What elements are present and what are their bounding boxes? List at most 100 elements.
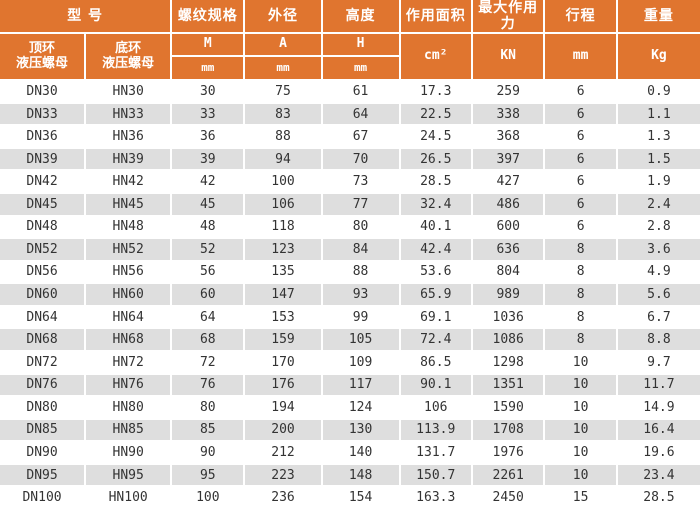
- cell: 56: [172, 261, 244, 283]
- header-weight: 重量: [617, 0, 700, 33]
- cell: HN30: [86, 81, 171, 102]
- cell: 72.4: [400, 329, 471, 350]
- cell: 5.6: [617, 284, 700, 305]
- cell: DN33: [0, 103, 85, 125]
- cell: 130: [322, 419, 399, 441]
- cell: 135: [245, 261, 321, 283]
- cell: HN72: [86, 351, 171, 373]
- cell: 176: [245, 374, 321, 396]
- cell: HN45: [86, 194, 171, 215]
- table-row: DN85 HN85 85 200 130 113.9 1708 10 16.4: [0, 419, 700, 441]
- cell: 123: [245, 239, 321, 260]
- cell: DN60: [0, 284, 85, 305]
- cell: 259: [472, 81, 544, 102]
- cell: DN39: [0, 148, 85, 170]
- table-row: DN39 HN39 39 94 70 26.5 397 6 1.5: [0, 148, 700, 170]
- cell: 10: [545, 419, 616, 441]
- cell: 75: [245, 81, 321, 102]
- cell: 117: [322, 374, 399, 396]
- cell: 52: [172, 239, 244, 260]
- cell: 368: [472, 126, 544, 147]
- cell: 11.7: [617, 374, 700, 396]
- table-row: DN45 HN45 45 106 77 32.4 486 6 2.4: [0, 194, 700, 215]
- table-row: DN30 HN30 30 75 61 17.3 259 6 0.9: [0, 81, 700, 102]
- cell: HN56: [86, 261, 171, 283]
- cell: HN90: [86, 442, 171, 463]
- cell: DN90: [0, 442, 85, 463]
- cell: 1.3: [617, 126, 700, 147]
- cell: 1036: [472, 306, 544, 328]
- cell: 68: [172, 329, 244, 350]
- header-thread-symbol: M: [172, 34, 244, 56]
- cell: HN100: [86, 487, 171, 508]
- cell: 1590: [472, 397, 544, 418]
- cell: 28.5: [400, 171, 471, 192]
- cell: 236: [245, 487, 321, 508]
- cell: 1708: [472, 419, 544, 441]
- cell: 147: [245, 284, 321, 305]
- cell: 1.9: [617, 171, 700, 192]
- cell: 8: [545, 306, 616, 328]
- cell: DN56: [0, 261, 85, 283]
- header-unit-kg: Kg: [617, 34, 700, 80]
- cell: HN48: [86, 216, 171, 238]
- cell: 69.1: [400, 306, 471, 328]
- cell: 2.8: [617, 216, 700, 238]
- cell: 86.5: [400, 351, 471, 373]
- cell: 100: [172, 487, 244, 508]
- cell: DN42: [0, 171, 85, 192]
- cell: 8: [545, 261, 616, 283]
- cell: 76: [172, 374, 244, 396]
- cell: 10: [545, 464, 616, 486]
- cell: 26.5: [400, 148, 471, 170]
- cell: 989: [472, 284, 544, 305]
- cell: 83: [245, 103, 321, 125]
- cell: 159: [245, 329, 321, 350]
- header-unit-mm-diameter: mm: [245, 57, 321, 80]
- cell: 200: [245, 419, 321, 441]
- cell: HN80: [86, 397, 171, 418]
- cell: 8: [545, 284, 616, 305]
- cell: 338: [472, 103, 544, 125]
- cell: 42: [172, 171, 244, 192]
- cell: 95: [172, 464, 244, 486]
- cell: 10: [545, 374, 616, 396]
- cell: 30: [172, 81, 244, 102]
- cell: 10: [545, 442, 616, 463]
- cell: 170: [245, 351, 321, 373]
- cell: 0.9: [617, 81, 700, 102]
- cell: HN39: [86, 148, 171, 170]
- cell: DN85: [0, 419, 85, 441]
- cell: 67: [322, 126, 399, 147]
- table-row: DN68 HN68 68 159 105 72.4 1086 8 8.8: [0, 329, 700, 350]
- cell: 6: [545, 194, 616, 215]
- cell: 427: [472, 171, 544, 192]
- cell: 42.4: [400, 239, 471, 260]
- cell: 8.8: [617, 329, 700, 350]
- cell: 85: [172, 419, 244, 441]
- header-top-ring-nut: 顶环 液压螺母: [0, 34, 85, 80]
- cell: 88: [322, 261, 399, 283]
- table-row: DN42 HN42 42 100 73 28.5 427 6 1.9: [0, 171, 700, 192]
- cell: 1.5: [617, 148, 700, 170]
- cell: HN68: [86, 329, 171, 350]
- cell: 1.1: [617, 103, 700, 125]
- cell: 118: [245, 216, 321, 238]
- table-header: 型 号 螺纹规格 外径 高度 作用面积 最大作用力 行程 重量 顶环 液压螺母 …: [0, 0, 700, 80]
- cell: HN76: [86, 374, 171, 396]
- header-unit-cm2: cm²: [400, 34, 471, 80]
- cell: 150.7: [400, 464, 471, 486]
- cell: DN48: [0, 216, 85, 238]
- cell: 2450: [472, 487, 544, 508]
- header-bottom-ring-nut: 底环 液压螺母: [86, 34, 171, 80]
- header-unit-mm-height: mm: [322, 57, 399, 80]
- cell: 60: [172, 284, 244, 305]
- cell: 53.6: [400, 261, 471, 283]
- header-height-symbol: H: [322, 34, 399, 56]
- cell: 804: [472, 261, 544, 283]
- cell: 72: [172, 351, 244, 373]
- cell: 2.4: [617, 194, 700, 215]
- table-row: DN36 HN36 36 88 67 24.5 368 6 1.3: [0, 126, 700, 147]
- table-body: DN30 HN30 30 75 61 17.3 259 6 0.9 DN33 HN33 33 83 64 2…: [0, 81, 700, 508]
